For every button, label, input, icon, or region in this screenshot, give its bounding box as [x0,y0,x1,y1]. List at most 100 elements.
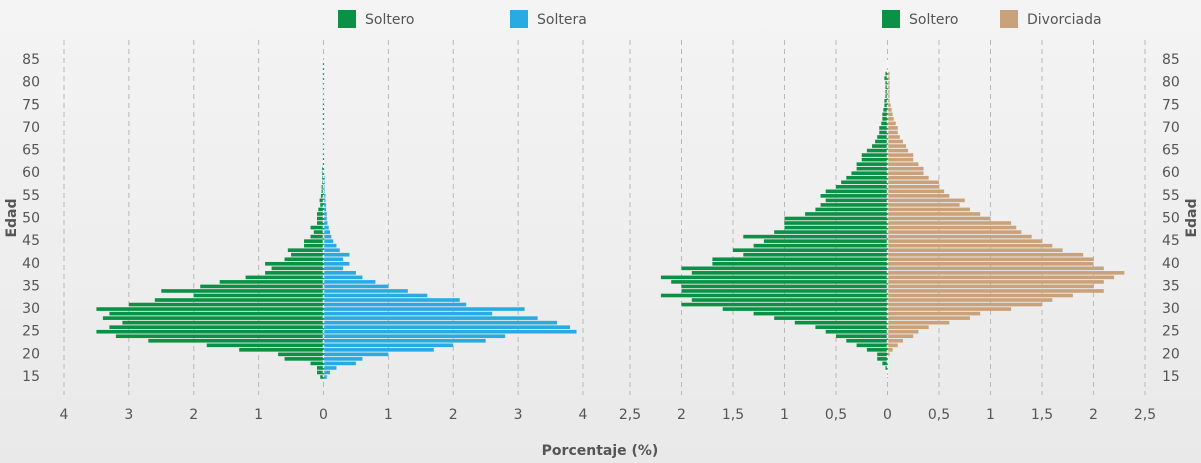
bar [324,316,538,320]
bar [888,149,909,153]
bar [324,267,343,271]
bar [888,276,1115,280]
bar [324,285,389,289]
bar [161,289,323,293]
bar [826,330,888,334]
y-tick-label: 25 [22,324,40,340]
bar [311,362,324,366]
legend-swatch [1000,10,1018,28]
bar [795,321,888,325]
bar [888,226,1017,230]
bar [888,253,1084,257]
y-tick-label: 80 [22,75,40,91]
x-tick-label: 3 [514,407,523,423]
x-tick-label: 0,5 [928,407,950,423]
bar [311,226,324,230]
legend-label: Divorciada [1027,12,1102,28]
y-tick-label: 15 [1162,369,1180,385]
y-tick-label: 80 [1162,75,1180,91]
bar [888,167,924,171]
bar [888,162,919,166]
bar [836,185,888,189]
x-tick-label: 4 [579,407,588,423]
bar [774,230,887,234]
bar [888,262,1094,266]
bar [888,171,924,175]
bar [109,312,323,316]
bar [682,289,888,293]
legend-label: Soltero [909,12,958,28]
bar [888,244,1053,248]
bar [324,248,340,252]
bar [877,357,887,361]
bar [888,212,981,216]
bar [851,171,887,175]
bar [324,262,350,266]
y-axis-title: Edad [1184,198,1200,237]
bar [285,357,324,361]
bar [324,289,408,293]
bar [841,180,887,184]
y-tick-label: 45 [22,233,40,249]
bar [882,113,887,117]
bar [324,321,558,325]
bar [103,316,324,320]
bar [805,212,887,216]
bar [682,303,888,307]
bar [888,158,914,162]
bar [888,199,965,203]
bar [324,280,376,284]
bar [888,235,1032,239]
bar [882,117,887,121]
bar [692,271,888,275]
bar [888,280,1104,284]
y-tick-label: 75 [1162,97,1180,113]
bar [888,221,1012,225]
bar [122,321,323,325]
y-tick-label: 60 [22,165,40,181]
bar [888,131,898,135]
bar [875,140,887,144]
bar [888,230,1022,234]
bar [862,153,888,157]
bar [857,162,888,166]
bar [324,253,350,257]
x-tick-label: 2 [677,407,686,423]
bar [324,226,329,230]
bar [194,294,324,298]
bar [682,285,888,289]
bar [888,294,1073,298]
y-tick-label: 65 [22,143,40,159]
bar [888,122,896,126]
bar [888,257,1094,261]
y-tick-label: 15 [22,369,40,385]
y-tick-label: 55 [1162,188,1180,204]
bar [324,325,571,329]
x-tick-label: 2 [449,407,458,423]
bar [304,239,323,243]
bar [661,276,888,280]
bar [324,334,506,338]
bar [661,294,888,298]
bar [712,262,887,266]
bar [815,208,887,212]
y-tick-label: 75 [22,97,40,113]
bar [879,131,887,135]
bar [881,122,887,126]
bar [317,217,323,221]
bar [324,312,493,316]
x-tick-label: 0 [319,407,328,423]
bar [96,307,323,311]
bar [148,339,323,343]
bar [888,144,907,148]
bar [723,307,888,311]
bar [291,253,323,257]
bar [220,280,324,284]
bar [877,135,887,139]
bar [712,257,887,261]
bar [888,325,929,329]
y-tick-label: 50 [1162,211,1180,227]
y-tick-label: 70 [22,120,40,136]
bar [285,257,324,261]
bar [324,343,454,347]
